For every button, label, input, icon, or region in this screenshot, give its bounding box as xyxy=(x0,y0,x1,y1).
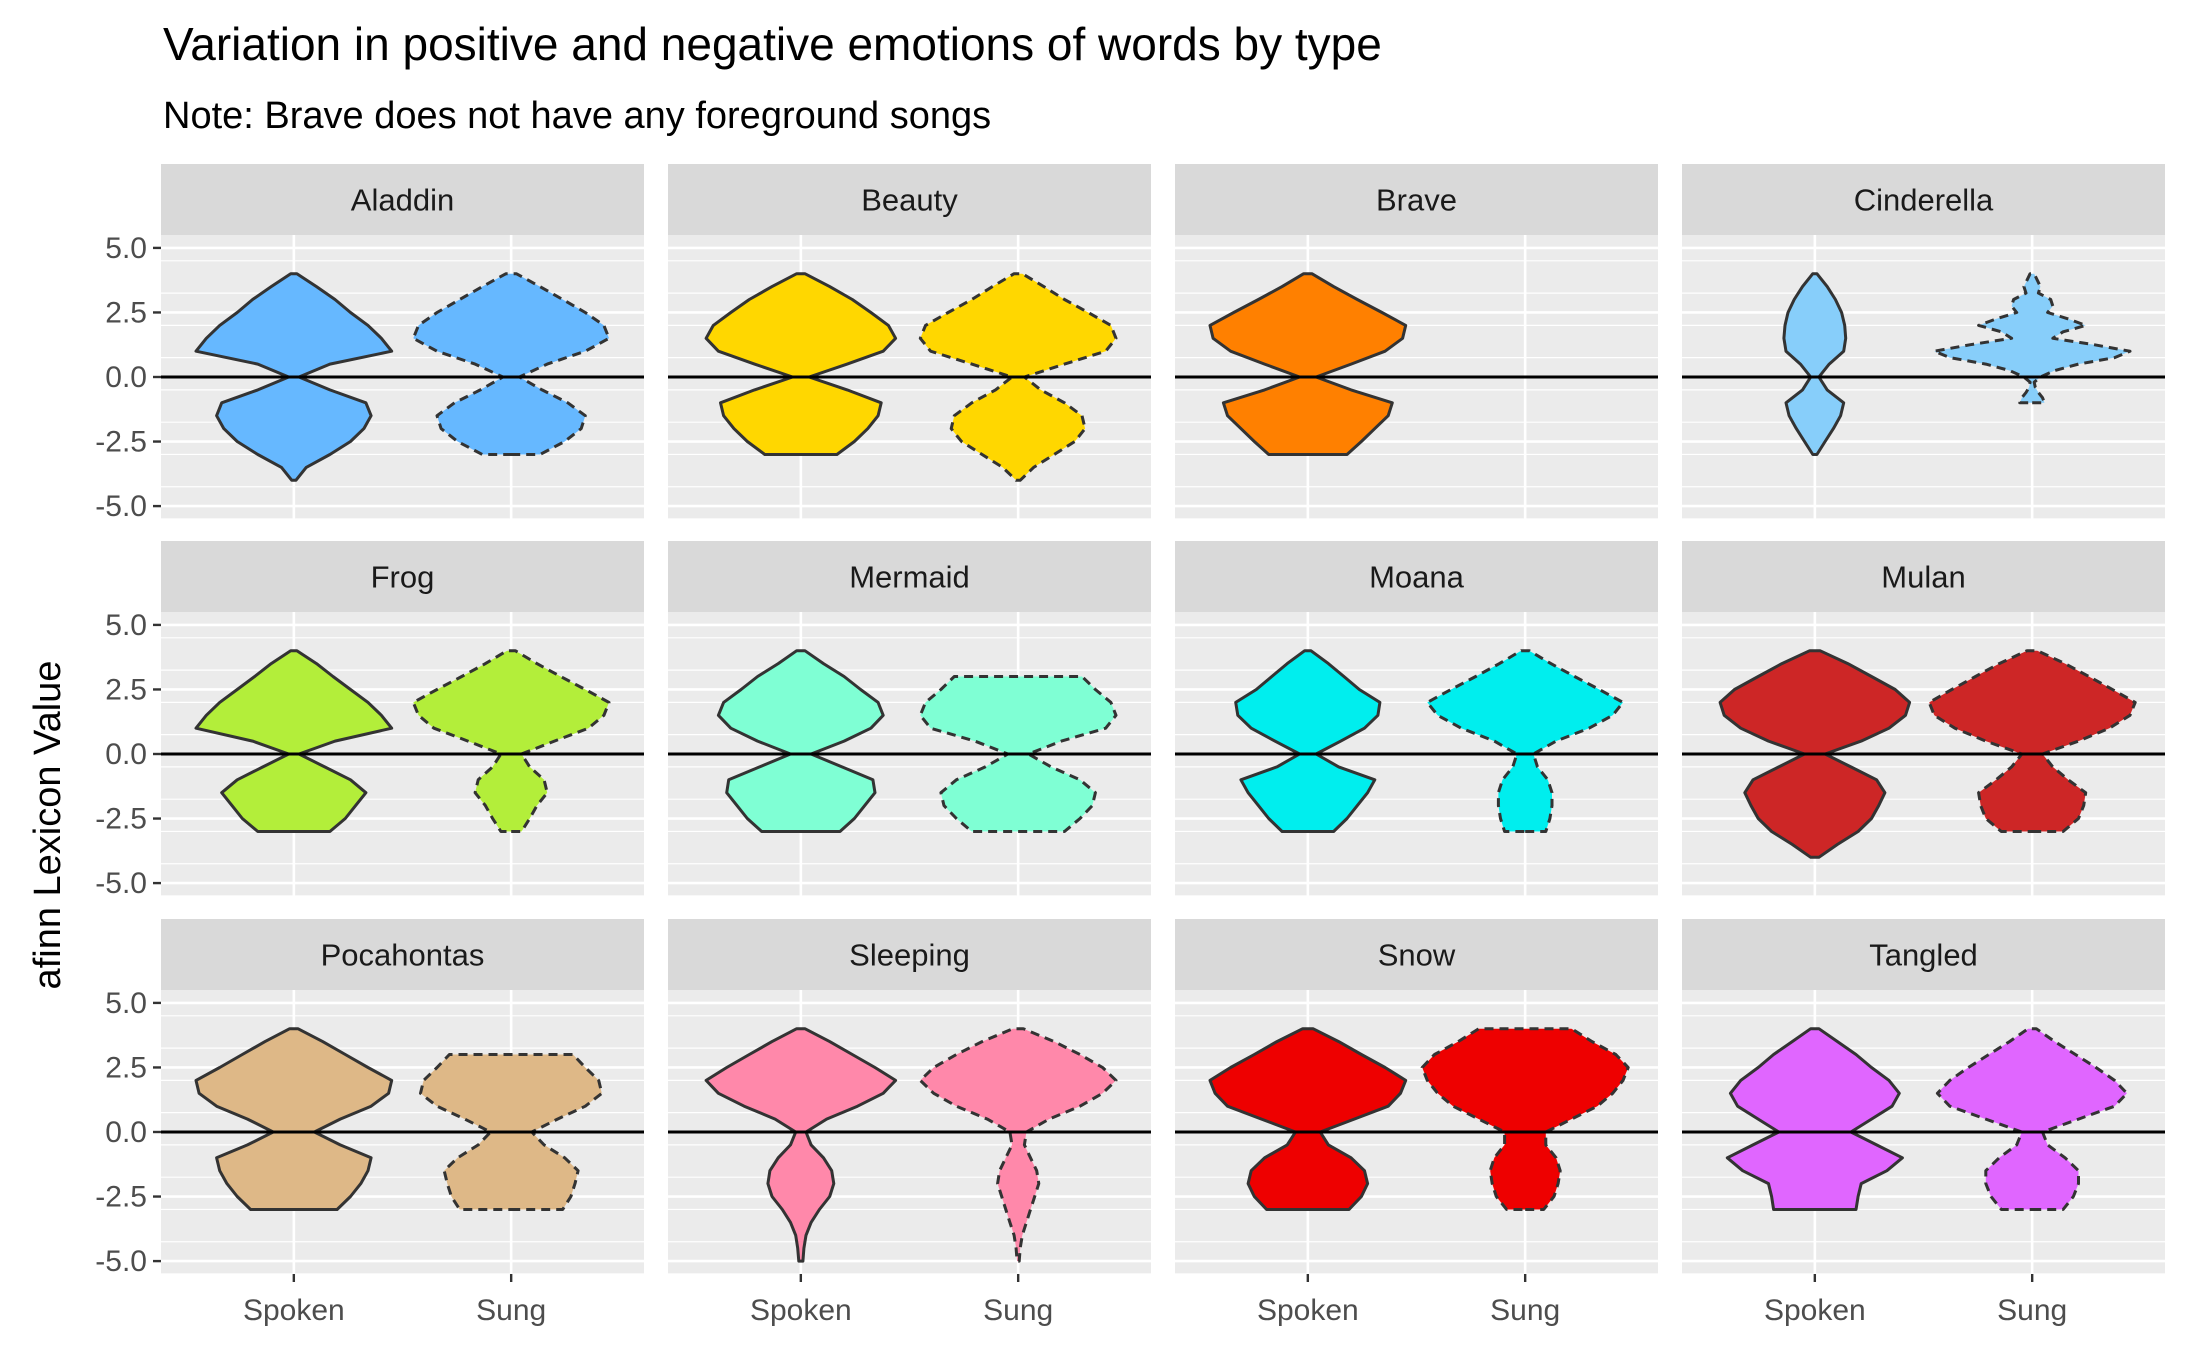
panel-frog: Frog 5.0 2.5 0.0 -2.5 -5.0 xyxy=(95,541,644,900)
strip-label-snow: Snow xyxy=(1378,938,1456,973)
y-tick-label: -5.0 xyxy=(95,490,147,523)
panel-brave: Brave xyxy=(1175,164,1658,520)
panel-mulan: Mulan xyxy=(1682,541,2165,897)
strip-frog xyxy=(161,541,644,612)
strip-sleeping xyxy=(668,919,1151,990)
panel-sleeping: Sleeping Spoken Sung xyxy=(668,919,1151,1327)
strip-pocahontas xyxy=(161,919,644,990)
panel-aladdin: Aladdin 5.0 2.5 0.0 -2.5 -5.0 xyxy=(95,164,644,523)
y-axis-title: afinn Lexicon Value xyxy=(27,661,69,990)
x-tick-label-spoken: Spoken xyxy=(243,1294,345,1327)
violin-mermaid-spoken xyxy=(716,649,885,833)
x-tick-label-spoken: Spoken xyxy=(750,1294,852,1327)
strip-label-pocahontas: Pocahontas xyxy=(321,938,485,973)
violin-beauty-spoken xyxy=(704,272,898,456)
strip-label-sleeping: Sleeping xyxy=(849,938,970,973)
y-tick-label: -2.5 xyxy=(95,1181,147,1214)
violin-tangled-spoken xyxy=(1725,1027,1904,1211)
x-tick-label-sung: Sung xyxy=(1490,1294,1560,1327)
strip-label-mulan: Mulan xyxy=(1881,560,1965,595)
violin-cinderella-spoken xyxy=(1782,272,1848,456)
strip-cinderella xyxy=(1682,164,2165,235)
strip-mermaid xyxy=(668,541,1151,612)
violin-aladdin-sung xyxy=(411,272,611,456)
y-tick-label: 0.0 xyxy=(105,361,147,394)
x-tick-label-spoken: Spoken xyxy=(1257,1294,1359,1327)
x-tick-label-sung: Sung xyxy=(1997,1294,2067,1327)
y-tick-label: 5.0 xyxy=(105,987,147,1020)
violin-moana-sung xyxy=(1425,649,1625,833)
strip-moana xyxy=(1175,541,1658,612)
strip-aladdin xyxy=(161,164,644,235)
violin-frog-sung xyxy=(411,649,611,833)
chart-subtitle: Note: Brave does not have any foreground… xyxy=(163,95,991,137)
violin-cinderella-sung xyxy=(1932,272,2132,405)
strip-label-brave: Brave xyxy=(1376,183,1457,218)
panel-moana: Moana xyxy=(1175,541,1658,897)
y-tick-label: 5.0 xyxy=(105,232,147,265)
strip-snow xyxy=(1175,919,1658,990)
panel-mermaid: Mermaid xyxy=(668,541,1151,897)
strip-brave xyxy=(1175,164,1658,235)
panel-pocahontas: Pocahontas 5.0 2.5 0.0 -2.5 -5.0 Spoken Sung xyxy=(95,919,644,1327)
x-tick-label-sung: Sung xyxy=(983,1294,1053,1327)
y-tick-label: 2.5 xyxy=(105,296,147,329)
violin-frog-spoken xyxy=(194,649,394,833)
panel-cinderella: Cinderella xyxy=(1682,164,2165,520)
violin-pocahontas-spoken xyxy=(194,1027,394,1211)
strip-label-cinderella: Cinderella xyxy=(1854,183,1994,218)
violin-snow-sung xyxy=(1420,1027,1630,1211)
y-tick-label: 0.0 xyxy=(105,738,147,771)
violin-snow-spoken xyxy=(1208,1027,1408,1211)
violin-brave-spoken xyxy=(1208,272,1408,456)
strip-label-tangled: Tangled xyxy=(1869,938,1978,973)
violin-moana-spoken xyxy=(1234,649,1382,833)
strip-label-moana: Moana xyxy=(1369,560,1465,595)
strip-label-mermaid: Mermaid xyxy=(849,560,970,595)
x-tick-label-sung: Sung xyxy=(476,1294,546,1327)
strip-label-frog: Frog xyxy=(371,560,435,595)
y-tick-label: 2.5 xyxy=(105,673,147,706)
x-tick-label-spoken: Spoken xyxy=(1764,1294,1866,1327)
y-tick-label: -5.0 xyxy=(95,867,147,900)
strip-label-beauty: Beauty xyxy=(861,183,958,218)
panel-tangled: Tangled Spoken Sung xyxy=(1682,919,2165,1327)
y-tick-label: 5.0 xyxy=(105,609,147,642)
strip-tangled xyxy=(1682,919,2165,990)
y-tick-label: -2.5 xyxy=(95,426,147,459)
panel-snow: Snow Spoken Sung xyxy=(1175,919,1658,1327)
violin-mulan-sung xyxy=(1927,649,2137,833)
y-tick-label: 2.5 xyxy=(105,1051,147,1084)
violin-sleeping-spoken xyxy=(704,1027,898,1263)
violin-tangled-sung xyxy=(1935,1027,2129,1211)
y-tick-label: -5.0 xyxy=(95,1245,147,1278)
y-tick-label: -2.5 xyxy=(95,803,147,836)
y-tick-label: 0.0 xyxy=(105,1116,147,1149)
strip-mulan xyxy=(1682,541,2165,612)
facet-panels: Aladdin 5.0 2.5 0.0 -2.5 -5.0 Beauty Brave Cinde… xyxy=(95,164,2165,1327)
panel-beauty: Beauty xyxy=(668,164,1151,520)
strip-beauty xyxy=(668,164,1151,235)
strip-label-aladdin: Aladdin xyxy=(351,183,454,218)
chart-title: Variation in positive and negative emoti… xyxy=(163,18,1382,70)
violin-sleeping-sung xyxy=(918,1027,1118,1263)
